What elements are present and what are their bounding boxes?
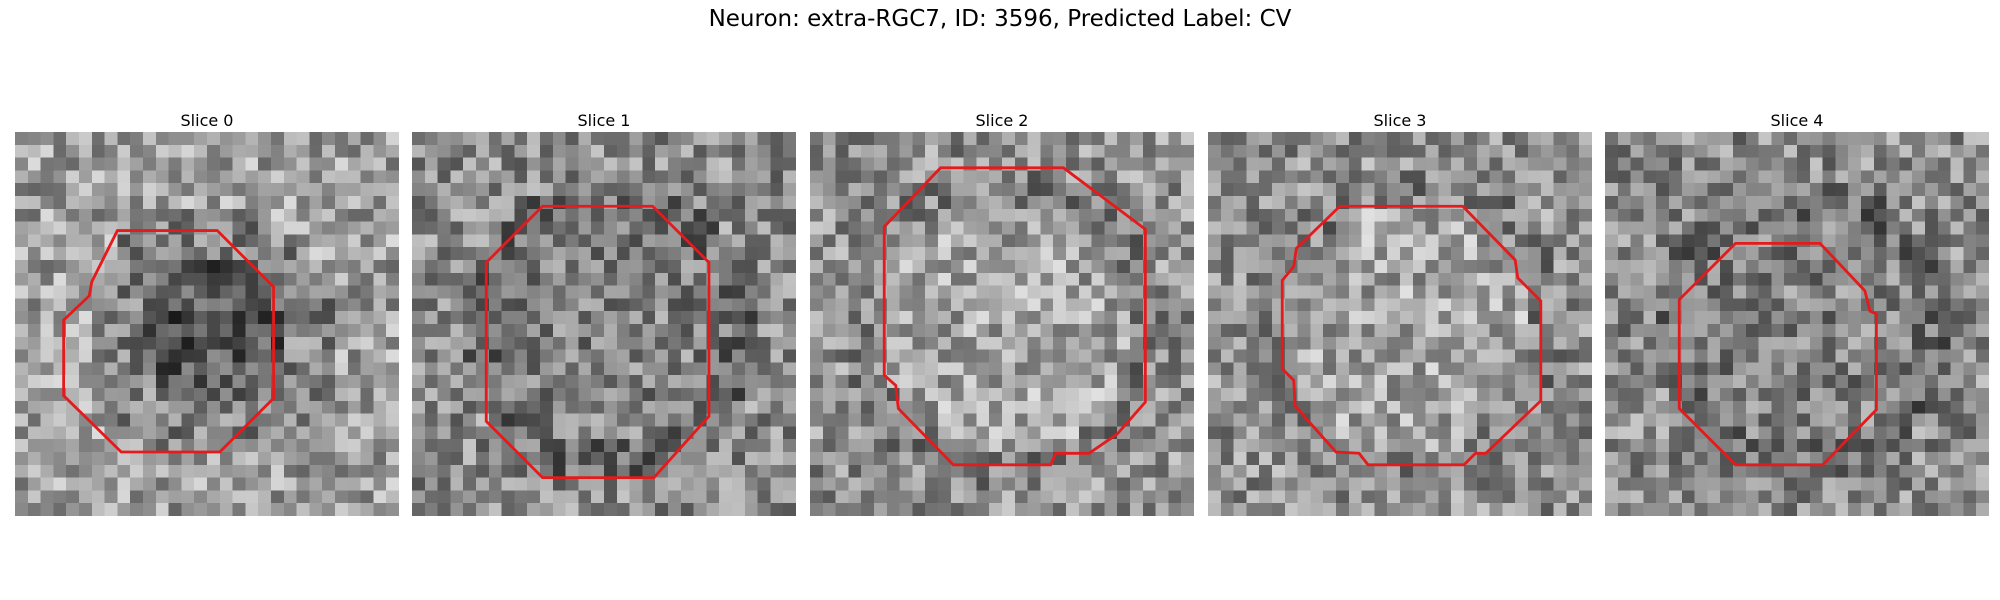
slice-image-0 [15, 132, 399, 516]
slice-panel-2: Slice 2 [810, 110, 1194, 516]
slice-panel-3: Slice 3 [1208, 110, 1592, 516]
roi-contour-2 [882, 166, 1147, 467]
roi-contour-0 [62, 229, 275, 454]
slice-title-1: Slice 1 [577, 111, 631, 130]
roi-contour-4 [1677, 241, 1878, 467]
slice-title-2: Slice 2 [975, 111, 1029, 130]
slice-image-4 [1605, 132, 1989, 516]
slice-panel-4: Slice 4 [1605, 110, 1989, 516]
slice-image-2 [810, 132, 1194, 516]
slice-image-1 [412, 132, 796, 516]
roi-contour-1 [484, 204, 711, 480]
slice-panel-0: Slice 0 [15, 110, 399, 516]
slice-image-3 [1208, 132, 1592, 516]
slice-title-3: Slice 3 [1373, 111, 1427, 130]
figure-title: Neuron: extra-RGC7, ID: 3596, Predicted … [708, 6, 1292, 32]
roi-contour-3 [1280, 204, 1543, 467]
slice-title-4: Slice 4 [1770, 111, 1824, 130]
slice-title-0: Slice 0 [180, 111, 234, 130]
slice-panel-1: Slice 1 [412, 110, 796, 516]
